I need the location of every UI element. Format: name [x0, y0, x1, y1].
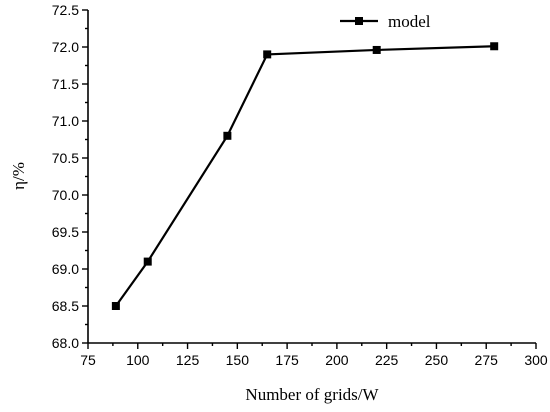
y-tick-label: 71.5	[52, 76, 79, 92]
y-tick-label: 68.0	[52, 335, 79, 351]
legend: model	[340, 12, 431, 31]
x-ticks: 75 100 125 150 175 200 225 250 275 300	[80, 343, 548, 368]
data-point	[263, 50, 272, 59]
data-point	[111, 302, 120, 310]
x-tick-label: 275	[475, 352, 499, 368]
y-tick-label: 70.0	[52, 187, 79, 203]
y-tick-label: 70.5	[52, 150, 79, 166]
x-tick-label: 250	[425, 352, 449, 368]
x-tick-label: 100	[126, 352, 150, 368]
x-tick-label: 125	[176, 352, 200, 368]
data-point	[490, 42, 499, 51]
x-tick-label: 200	[325, 352, 349, 368]
series-layer	[111, 42, 499, 310]
y-ticks: 68.0 68.5 69.0 69.5 70.0 70.5 71.0 71.5 72.0 72.5	[52, 2, 88, 351]
y-tick-label: 72.0	[52, 39, 79, 55]
y-tick-label: 69.5	[52, 224, 79, 240]
x-axis-title: Number of grids/W	[245, 385, 379, 404]
legend-label: model	[388, 12, 431, 31]
x-tick-label: 300	[524, 352, 548, 368]
data-point	[372, 45, 381, 54]
legend-marker	[355, 17, 363, 25]
series-line-model	[114, 45, 495, 307]
y-tick-label: 68.5	[52, 298, 79, 314]
x-tick-label: 175	[275, 352, 299, 368]
data-point	[143, 257, 152, 266]
y-tick-label: 69.0	[52, 261, 79, 277]
data-point	[223, 131, 232, 140]
x-tick-label: 150	[226, 352, 250, 368]
y-tick-label: 72.5	[52, 2, 79, 18]
x-tick-label: 225	[375, 352, 399, 368]
y-axis-title: η/%	[9, 162, 28, 190]
axes	[87, 10, 536, 344]
y-tick-label: 71.0	[52, 113, 79, 129]
x-tick-label: 75	[80, 352, 96, 368]
